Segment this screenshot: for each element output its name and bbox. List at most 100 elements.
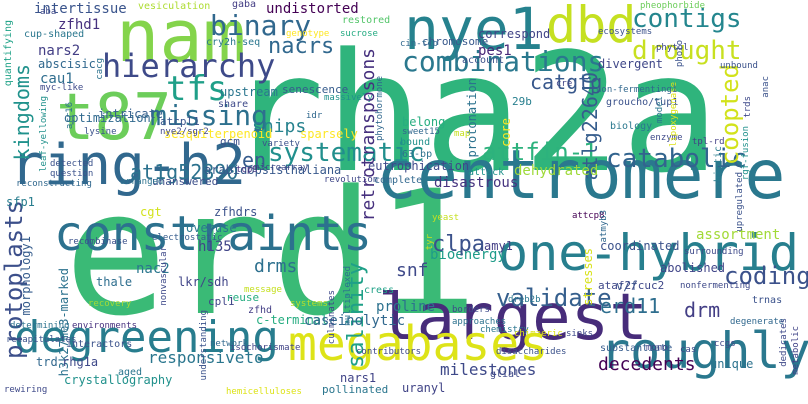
cloud-word: zfhdrs <box>214 205 258 219</box>
cloud-word: cress <box>364 285 395 296</box>
cloud-word: phytohormone <box>375 76 385 142</box>
cloud-word: photo <box>675 40 685 68</box>
cloud-word: catgtg <box>530 70 603 94</box>
cloud-word: arr16 <box>65 102 75 130</box>
cloud-word: roughly <box>600 322 808 380</box>
cloud-word: unique <box>710 357 754 371</box>
cloud-word: vesiculation <box>138 1 211 12</box>
cloud-word: nars1 <box>340 371 377 385</box>
cloud-word: coordinated <box>600 239 680 253</box>
cloud-word: stresses <box>581 248 595 306</box>
cloud-word: sucrose <box>340 29 378 39</box>
cloud-word: drms <box>254 256 298 277</box>
cloud-word: nam <box>116 0 247 78</box>
cloud-word: upstream <box>220 85 278 99</box>
cloud-word: en <box>242 148 267 172</box>
cloud-word: anac <box>761 76 771 98</box>
cloud-word: substantiate <box>600 343 673 354</box>
cloud-word: belong <box>402 115 446 129</box>
cloud-word: model <box>655 96 665 124</box>
cloud-word: understanding <box>199 310 209 381</box>
cloud-word: senescence <box>282 83 349 96</box>
cloud-word: variety <box>262 139 300 149</box>
cloud-word: systematic <box>268 138 425 168</box>
cloud-word: groucho/tup1 <box>606 97 679 108</box>
cloud-word: intertissue <box>34 1 127 17</box>
cloud-word: attcp8 <box>572 211 605 221</box>
cloud-word: sesquiterpenoid <box>164 127 273 141</box>
cloud-word: core <box>499 118 513 147</box>
cloud-word: unbound <box>720 61 758 71</box>
cloud-word: sparsely <box>300 127 358 141</box>
cloud-word: pheophorbide <box>640 1 706 11</box>
cloud-word: cre <box>556 79 573 89</box>
cloud-word: degenerate <box>730 317 785 327</box>
cloud-word: dedicates <box>779 318 789 367</box>
cloud-word: chimaeric <box>514 329 563 339</box>
cloud-word: lkr/sdh <box>178 275 229 289</box>
cloud-word: genotype <box>286 29 330 39</box>
cloud-word: eutrophication <box>368 159 470 173</box>
cloud-word: snf <box>396 260 429 281</box>
cloud-word: arranged <box>120 177 164 187</box>
cloud-word: idr <box>306 111 323 121</box>
cloud-word: environments <box>72 321 138 331</box>
cloud-word: account <box>462 55 505 66</box>
cloud-word: megabases <box>288 316 549 372</box>
cloud-word: cau1 <box>40 71 74 87</box>
cloud-word: nonfermenting <box>680 281 751 291</box>
cloud-word: abiotic <box>713 146 724 189</box>
cloud-word: nye1 <box>404 0 544 63</box>
cloud-word: bioenergy <box>430 247 506 263</box>
cloud-word: recovery <box>88 299 132 309</box>
cloud-word: v/f <box>616 279 638 293</box>
cloud-word: cpl1 <box>208 295 235 308</box>
cloud-word: trnas <box>752 295 783 306</box>
cloud-word: nars2 <box>38 43 81 59</box>
cloud-word: message <box>244 285 282 295</box>
cloud-word: multiplexed <box>343 266 353 326</box>
cloud-word: trd <box>36 355 58 369</box>
cloud-word: hemicelluloses <box>226 387 302 397</box>
cloud-word: enzyme <box>650 133 683 143</box>
cloud-word: cas <box>680 345 697 355</box>
cloud-word: one-hybrid <box>498 224 800 282</box>
cloud-word: c-terminal <box>256 313 329 327</box>
cloud-word: trds <box>743 96 753 118</box>
cloud-word: tcp9 <box>236 165 258 175</box>
cloud-word: proline <box>376 299 436 315</box>
cloud-word: t87 <box>56 81 172 155</box>
cloud-word: correspond <box>478 27 551 41</box>
cloud-word: cacg <box>95 58 105 80</box>
cloud-word: microarray <box>254 163 309 173</box>
cloud-word: snips <box>252 116 307 137</box>
cloud-word: milestones <box>440 360 537 379</box>
cloud-word: revolution <box>324 175 379 185</box>
cloud-word: sinks <box>566 329 594 339</box>
cloud-word: attack <box>468 167 505 178</box>
cloud-word: optimization <box>64 111 151 125</box>
cloud-word: assortment <box>696 227 781 243</box>
cloud-word: rewiring <box>4 385 48 395</box>
cloud-word: clpa <box>432 232 485 257</box>
cloud-word: abscisic <box>38 57 96 71</box>
cloud-word: binary <box>210 9 312 42</box>
cloud-word: approaches <box>452 317 507 327</box>
cloud-word: cin-tcp <box>400 39 438 49</box>
cloud-word: tpl-rd <box>692 137 725 147</box>
cloud-word: arabidopsisthaliana <box>204 163 342 177</box>
cloud-word: gcm <box>220 135 240 148</box>
cloud-word: erd1 <box>64 153 479 354</box>
cloud-word: nye2/sgr2 <box>160 127 209 137</box>
cloud-word: degreening <box>14 312 279 363</box>
cloud-word: dbd <box>546 0 637 54</box>
cloud-word: lysine <box>84 127 117 137</box>
cloud-word: borders <box>452 305 490 315</box>
cloud-word: cup-shaped <box>24 29 85 40</box>
cloud-word: ccgs <box>714 339 736 349</box>
cloud-word: sfp1 <box>6 195 35 209</box>
cloud-word: catabolic <box>606 144 747 174</box>
cloud-word: 63-bp <box>402 149 433 160</box>
cloud-word: electrostatic <box>152 233 223 243</box>
cloud-word: combinations <box>402 45 605 78</box>
